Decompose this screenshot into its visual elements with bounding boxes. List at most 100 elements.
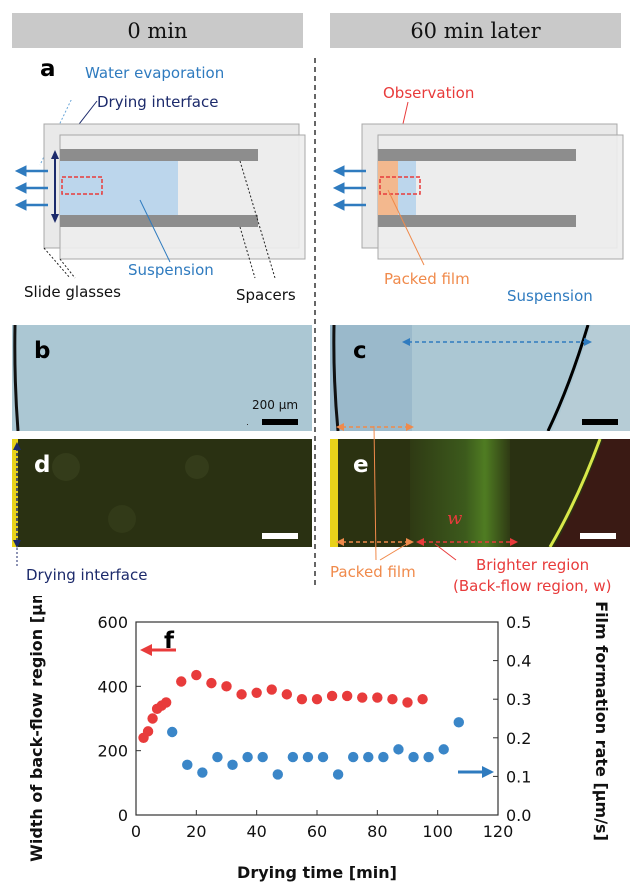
backflow-width-point — [296, 694, 308, 705]
micrograph-e — [330, 439, 630, 547]
micrograph-d — [12, 439, 312, 547]
backflow-width-point — [402, 697, 413, 708]
suspension-label-a: Suspension — [128, 261, 214, 279]
panel-letter-b: b — [34, 338, 51, 364]
film-rate-point — [167, 726, 178, 738]
x-tick-label: 20 — [186, 822, 206, 841]
backflow-width-point — [206, 677, 217, 689]
backflow-width-point — [311, 694, 323, 705]
film-rate-point — [257, 751, 268, 763]
y-tick-label-left: 0 — [118, 806, 128, 825]
y-tick-label-right: 0.0 — [506, 806, 531, 825]
header-0min: 0 min — [12, 13, 303, 48]
y-tick-label-left: 400 — [97, 677, 128, 696]
backflow-region-label: (Back-flow region, w) — [453, 577, 612, 595]
film-rate-point — [348, 751, 359, 763]
panel-letter-e: e — [353, 452, 369, 478]
film-rate-point — [197, 767, 208, 778]
backflow-width-point — [326, 690, 338, 702]
y-tick-label-right: 0.4 — [506, 652, 531, 671]
backflow-width-point — [160, 697, 172, 708]
panel-letter-f: f — [164, 628, 175, 654]
scale-bar-label: 200 μm — [252, 398, 299, 412]
y-tick-label-right: 0.1 — [506, 767, 531, 786]
y-tick-label-right: 0.5 — [506, 613, 531, 632]
backflow-width-point — [387, 694, 398, 705]
x-axis-label: Drying time [min] — [237, 863, 397, 882]
backflow-width-point — [417, 694, 428, 705]
packed-film-label-a: Packed film — [384, 270, 470, 288]
panel-letter-a: a — [40, 56, 56, 82]
chart-f: 0 200 400 600 0.0 0.1 0.2 0.3 0.4 0.5 0 20 40 60 80 1… — [27, 596, 611, 882]
backflow-width-point — [236, 689, 247, 700]
y-tick-label-left: 600 — [97, 613, 128, 632]
x-tick-label: 40 — [246, 822, 266, 841]
film-rate-point — [363, 751, 374, 763]
left-axis-indicator-arrow — [140, 644, 176, 656]
panel-divider — [314, 58, 316, 588]
scale-bar-e — [580, 533, 616, 539]
panel-letter-d: d — [34, 452, 51, 478]
drying-interface-label-d: Drying interface — [26, 566, 148, 584]
water-evaporation-label: Water evaporation — [85, 64, 225, 82]
film-rate-point — [272, 769, 283, 780]
film-rate-point — [332, 769, 344, 780]
backflow-width-point — [341, 690, 353, 702]
y-tick-label-left: 200 — [97, 742, 128, 761]
film-rate-point — [227, 759, 238, 771]
film-rate-point — [393, 744, 404, 755]
backflow-width-point — [372, 692, 383, 703]
backflow-width-point — [357, 692, 368, 703]
drying-interface-arrow-d — [13, 442, 21, 568]
film-rate-point — [438, 744, 449, 755]
x-tick-label: 80 — [367, 822, 387, 841]
header-60min: 60 min later — [330, 13, 621, 48]
packed-film-label-e: Packed film — [330, 563, 416, 581]
suspension-label-c: Suspension — [507, 287, 593, 305]
brighter-region-label: Brighter region — [476, 556, 590, 574]
film-rate-point — [453, 717, 464, 728]
x-tick-label: 120 — [483, 822, 514, 841]
backflow-width-point — [191, 669, 202, 681]
schematic-0min — [14, 100, 306, 279]
chart-frame — [135, 621, 499, 816]
film-rate-point — [212, 751, 223, 763]
film-rate-point — [408, 751, 419, 763]
micrograph-b — [12, 325, 312, 431]
packed-film-brighter-arrows — [336, 538, 518, 546]
film-rate-point — [287, 751, 299, 763]
spacers-label: Spacers — [236, 286, 296, 304]
y-axis-label-left: Width of back-flow region [μm] — [27, 596, 46, 862]
film-rate-point — [317, 751, 329, 763]
scale-bar-b — [262, 419, 298, 425]
x-tick-label: 60 — [307, 822, 327, 841]
film-rate-point — [182, 759, 193, 771]
film-rate-point — [242, 751, 253, 763]
right-axis-indicator-arrow — [458, 766, 494, 778]
backflow-width-point — [266, 684, 277, 695]
scale-bar-d — [262, 533, 298, 539]
packed-film-arrow-c — [336, 423, 414, 431]
observation-label: Observation — [383, 84, 475, 102]
panel-letter-c: c — [353, 338, 367, 364]
y-tick-label-right: 0.2 — [506, 729, 531, 748]
packed-film-leaders — [373, 425, 457, 561]
schematic-60min — [332, 101, 624, 266]
slide-glasses-label: Slide glasses — [24, 283, 121, 301]
film-rate-point — [423, 751, 434, 763]
film-rate-point — [302, 751, 314, 763]
scale-bar-c — [582, 419, 618, 425]
backflow-width-point — [251, 687, 262, 698]
drying-interface-label: Drying interface — [97, 93, 219, 111]
x-tick-label: 100 — [422, 822, 453, 841]
film-rate-point — [378, 751, 389, 763]
backflow-width-point — [281, 689, 293, 700]
backflow-width-point — [176, 676, 187, 687]
y-axis-label-right: Film formation rate [μm/s] — [592, 601, 611, 841]
backflow-width-point — [147, 713, 158, 724]
y-tick-label-right: 0.3 — [506, 690, 531, 709]
backflow-width-point — [142, 726, 154, 737]
x-tick-label: 0 — [131, 822, 141, 841]
suspension-arrow — [402, 338, 592, 346]
backflow-width-point — [221, 681, 232, 692]
